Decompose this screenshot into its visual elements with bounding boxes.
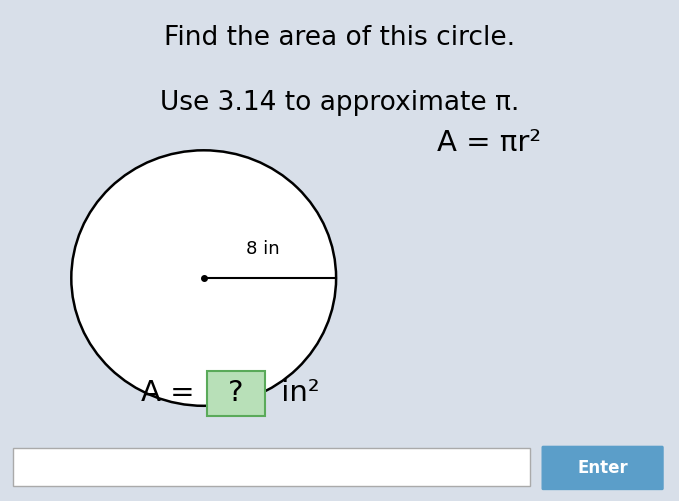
- Text: in²: in²: [272, 379, 319, 407]
- Text: A = πr²: A = πr²: [437, 129, 541, 157]
- Text: 8 in: 8 in: [246, 240, 280, 258]
- FancyBboxPatch shape: [13, 448, 530, 486]
- Text: Find the area of this circle.: Find the area of this circle.: [164, 25, 515, 51]
- FancyBboxPatch shape: [543, 446, 663, 489]
- Text: A =: A =: [141, 379, 204, 407]
- Text: ?: ?: [228, 379, 244, 407]
- FancyBboxPatch shape: [206, 371, 265, 416]
- Text: Enter: Enter: [577, 459, 628, 477]
- Text: Use 3.14 to approximate π.: Use 3.14 to approximate π.: [160, 90, 519, 116]
- Ellipse shape: [71, 150, 336, 406]
